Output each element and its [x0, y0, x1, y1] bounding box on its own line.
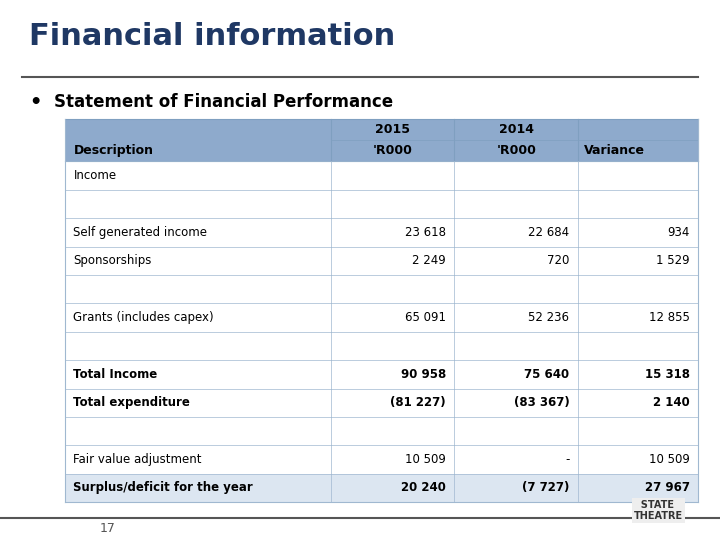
FancyBboxPatch shape	[65, 190, 698, 218]
Text: 'R000: 'R000	[373, 144, 413, 157]
FancyBboxPatch shape	[65, 417, 698, 445]
Text: Fair value adjustment: Fair value adjustment	[73, 453, 202, 466]
Text: Variance: Variance	[584, 144, 645, 157]
Text: 12 855: 12 855	[649, 311, 690, 324]
FancyBboxPatch shape	[65, 360, 698, 389]
Text: 17: 17	[100, 522, 116, 535]
Text: 1 529: 1 529	[656, 254, 690, 267]
Text: 15 318: 15 318	[645, 368, 690, 381]
Text: 75 640: 75 640	[524, 368, 570, 381]
FancyBboxPatch shape	[65, 303, 698, 332]
FancyBboxPatch shape	[65, 389, 698, 417]
Text: 22 684: 22 684	[528, 226, 570, 239]
Text: STATE
THEATRE: STATE THEATRE	[634, 500, 683, 521]
Text: (7 727): (7 727)	[522, 482, 570, 495]
Text: (83 367): (83 367)	[513, 396, 570, 409]
Text: (81 227): (81 227)	[390, 396, 446, 409]
Text: 90 958: 90 958	[400, 368, 446, 381]
Text: 2015: 2015	[375, 123, 410, 136]
Text: Surplus/deficit for the year: Surplus/deficit for the year	[73, 482, 253, 495]
Text: 2 249: 2 249	[412, 254, 446, 267]
FancyBboxPatch shape	[65, 275, 698, 303]
Text: 2 140: 2 140	[653, 396, 690, 409]
Text: Sponsorships: Sponsorships	[73, 254, 152, 267]
FancyBboxPatch shape	[65, 218, 698, 247]
Text: 52 236: 52 236	[528, 311, 570, 324]
Text: 720: 720	[547, 254, 570, 267]
Text: Financial information: Financial information	[29, 22, 395, 51]
FancyBboxPatch shape	[65, 119, 698, 161]
Text: 2014: 2014	[499, 123, 534, 136]
Text: Self generated income: Self generated income	[73, 226, 207, 239]
Text: Grants (includes capex): Grants (includes capex)	[73, 311, 214, 324]
FancyBboxPatch shape	[65, 446, 698, 474]
FancyBboxPatch shape	[65, 474, 698, 502]
Text: Statement of Financial Performance: Statement of Financial Performance	[54, 93, 393, 111]
Text: 65 091: 65 091	[405, 311, 446, 324]
Text: 'R000: 'R000	[496, 144, 536, 157]
Text: 934: 934	[667, 226, 690, 239]
Text: Income: Income	[73, 169, 117, 182]
FancyBboxPatch shape	[65, 247, 698, 275]
FancyBboxPatch shape	[65, 332, 698, 360]
Text: Total expenditure: Total expenditure	[73, 396, 190, 409]
Text: 20 240: 20 240	[401, 482, 446, 495]
Text: Description: Description	[73, 144, 153, 157]
Text: 10 509: 10 509	[405, 453, 446, 466]
Text: •: •	[29, 93, 41, 112]
Text: 10 509: 10 509	[649, 453, 690, 466]
Text: 27 967: 27 967	[645, 482, 690, 495]
Text: -: -	[565, 453, 570, 466]
Text: Total Income: Total Income	[73, 368, 158, 381]
FancyBboxPatch shape	[65, 161, 698, 190]
Text: 23 618: 23 618	[405, 226, 446, 239]
